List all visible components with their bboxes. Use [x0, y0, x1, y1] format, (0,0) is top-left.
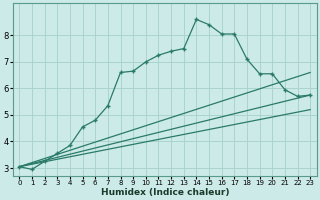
X-axis label: Humidex (Indice chaleur): Humidex (Indice chaleur): [100, 188, 229, 197]
